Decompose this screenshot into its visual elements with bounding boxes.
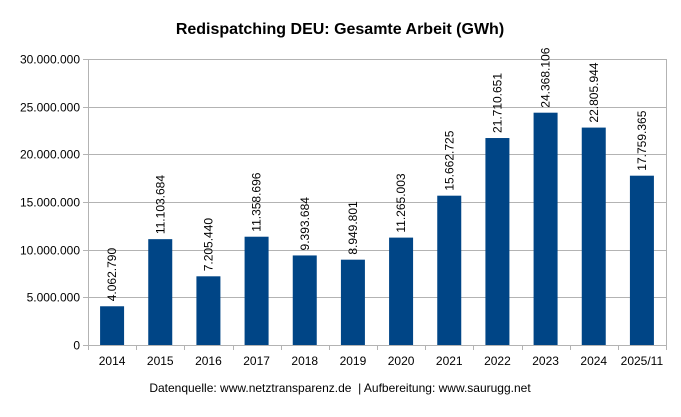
x-tick-label: 2017 xyxy=(243,354,270,368)
y-tick-label: 30.000.000 xyxy=(20,53,80,67)
data-label-2023: 24.368.106 xyxy=(539,47,553,107)
x-tick-label: 2021 xyxy=(436,354,463,368)
data-label-2018: 9.393.684 xyxy=(298,197,312,251)
data-label-2016: 7.205.440 xyxy=(201,218,215,272)
x-tick-label: 2025/11 xyxy=(621,354,664,368)
bar-2014 xyxy=(100,306,125,345)
data-label-2024: 22.805.944 xyxy=(587,62,601,122)
x-tick-label: 2024 xyxy=(580,354,607,368)
x-tick-label: 2015 xyxy=(147,354,174,368)
x-tick-label: 2020 xyxy=(388,354,415,368)
bar-2016 xyxy=(196,276,221,345)
x-axis: 2014 2015 2016 2017 2018 2019 2020 2021 2022 2023… xyxy=(99,354,664,368)
data-label-2020: 11.265.003 xyxy=(394,173,408,232)
y-tick-label: 15.000.000 xyxy=(20,196,80,210)
y-tick-label: 20.000.000 xyxy=(20,148,80,162)
bar-2020 xyxy=(389,237,414,345)
x-tick-label: 2014 xyxy=(99,354,126,368)
y-tick-label: 25.000.000 xyxy=(20,101,80,115)
bar-2024 xyxy=(581,127,606,345)
x-tick-label: 2022 xyxy=(484,354,511,368)
x-tick-label: 2016 xyxy=(195,354,222,368)
bar-2025/11 xyxy=(629,175,654,345)
data-label-2021: 15.662.725 xyxy=(442,130,456,190)
bar-2019 xyxy=(340,259,365,345)
gridlines xyxy=(83,59,667,350)
bar-2021 xyxy=(437,195,462,345)
x-tick-label: 2018 xyxy=(291,354,318,368)
x-tick-label: 2023 xyxy=(532,354,559,368)
data-label-2019: 8.949.801 xyxy=(346,201,360,255)
y-tick-label: 0 xyxy=(73,339,80,353)
data-labels: 4.062.790 11.103.684 7.205.440 11.358.696 9.… xyxy=(105,47,649,301)
source-footer: Datenquelle: www.netztransparenz.de | Au… xyxy=(149,381,531,395)
data-label-2014: 4.062.790 xyxy=(105,248,119,302)
data-label-2022: 21.710.651 xyxy=(490,73,504,133)
data-label-2015: 11.103.684 xyxy=(153,175,167,234)
y-axis: 0 5.000.000 10.000.000 15.000.000 20.000.000… xyxy=(20,53,80,353)
x-tick-label: 2019 xyxy=(340,354,367,368)
bar-2022 xyxy=(485,138,510,345)
y-tick-label: 5.000.000 xyxy=(27,291,81,305)
data-label-2017: 11.358.696 xyxy=(250,172,264,231)
data-label-2025/11: 17.759.365 xyxy=(635,110,649,170)
chart-title: Redispatching DEU: Gesamte Arbeit (GWh) xyxy=(176,21,504,38)
bar-2018 xyxy=(292,255,317,345)
bar-2023 xyxy=(533,112,558,345)
y-tick-label: 10.000.000 xyxy=(20,244,80,258)
bar-2015 xyxy=(148,239,173,345)
bar-2017 xyxy=(244,236,269,345)
bars xyxy=(100,112,654,345)
